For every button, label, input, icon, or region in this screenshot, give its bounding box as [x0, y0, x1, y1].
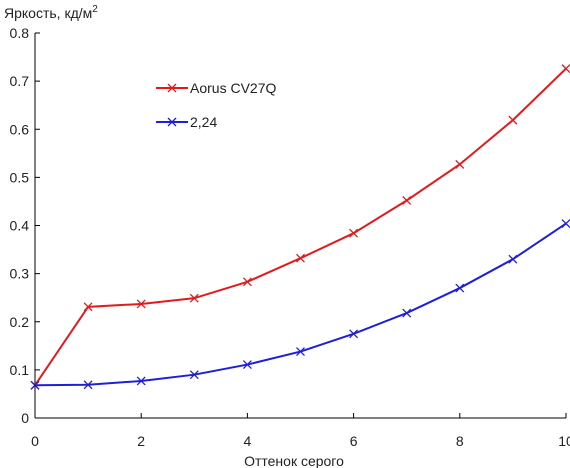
data-point-marker — [455, 159, 465, 169]
y-axis-title: Яркость, кд/м2 — [4, 4, 98, 21]
x-tick-label: 6 — [350, 433, 358, 449]
data-point-marker — [349, 329, 359, 339]
y-tick-label: 0.8 — [10, 25, 30, 41]
data-point-marker — [189, 293, 199, 303]
data-point-marker — [561, 64, 570, 74]
data-point-marker — [455, 283, 465, 293]
data-point-marker — [136, 376, 146, 386]
data-point-marker — [561, 219, 570, 229]
y-tick-label: 0.6 — [10, 121, 30, 137]
data-point-marker — [83, 380, 93, 390]
series-line-1 — [34, 67, 567, 386]
legend-label: 2,24 — [190, 114, 217, 130]
data-point-marker — [349, 228, 359, 238]
data-point-marker — [402, 308, 412, 318]
plot-area: 0 0.1 0.2 0.3 0.4 0.5 0.6 0.7 0.8 0 2 4 6 8 10 Aorus CV… — [10, 25, 570, 449]
y-tick-label: 0.4 — [10, 218, 30, 234]
data-point-marker — [242, 277, 252, 287]
y-axis-title-text: Яркость, кд/м — [4, 5, 92, 21]
legend-swatch-marker — [167, 117, 177, 127]
x-tick-label: 4 — [244, 433, 252, 449]
data-point-marker — [402, 196, 412, 205]
data-point-marker — [296, 253, 305, 263]
y-tick-label: 0.7 — [10, 73, 30, 89]
data-point-marker — [30, 380, 40, 390]
legend-swatch-marker — [167, 83, 177, 93]
data-point-marker — [83, 302, 93, 312]
x-axis-title: Оттенок серого — [244, 453, 344, 468]
y-tick-label: 0.2 — [10, 314, 30, 330]
y-tick-label: 0.3 — [10, 266, 30, 282]
x-tick-label: 0 — [31, 433, 39, 449]
y-tick-label: 0 — [21, 410, 29, 426]
data-point-marker — [296, 347, 305, 357]
x-tick-label: 8 — [456, 433, 464, 449]
y-tick-label: 0.5 — [10, 169, 30, 185]
legend-label: Aorus CV27Q — [190, 80, 276, 96]
y-tick-label: 0.1 — [10, 362, 30, 378]
data-point-marker — [242, 360, 252, 370]
y-axis-title-superscript: 2 — [92, 4, 98, 15]
data-point-marker — [189, 370, 199, 380]
x-tick-label: 10 — [558, 433, 570, 449]
data-point-marker — [508, 254, 518, 264]
data-point-marker — [136, 299, 146, 309]
x-tick-label: 2 — [137, 433, 145, 449]
data-point-marker — [508, 115, 518, 125]
